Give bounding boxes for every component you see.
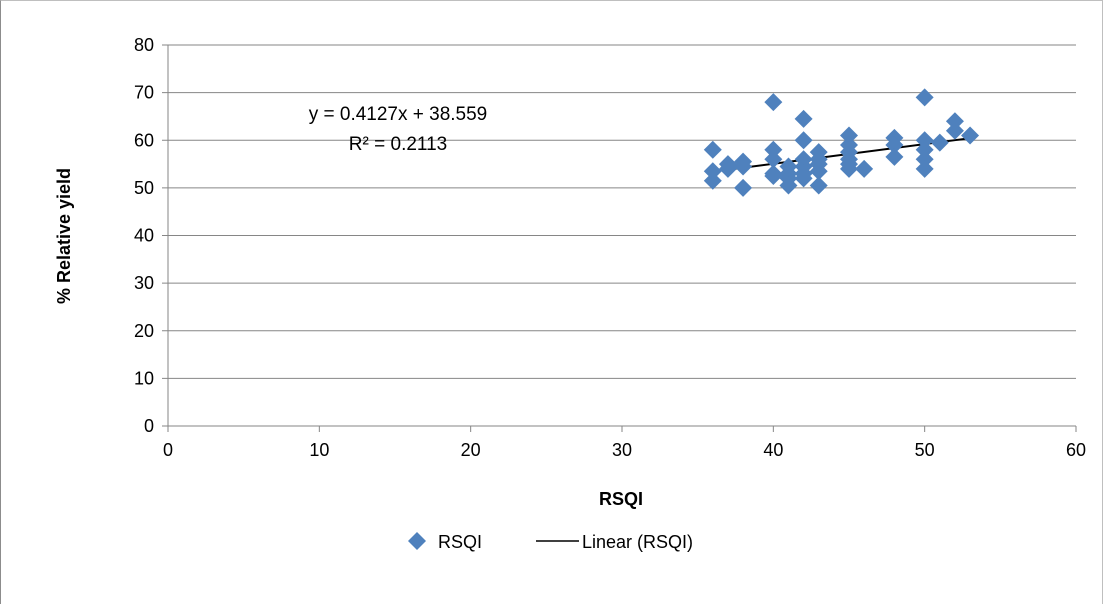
legend-label-rsqi: RSQI <box>438 532 482 552</box>
x-axis-title: RSQI <box>599 489 643 509</box>
data-point <box>764 150 783 169</box>
legend: RSQI Linear (RSQI) <box>408 532 693 552</box>
trendline-equation: y = 0.4127x + 38.559 <box>309 104 488 125</box>
x-tick-label: 30 <box>612 440 632 460</box>
axes: 0 10 20 30 40 50 60 70 80 0 10 20 30 40 50 60 <box>134 35 1086 460</box>
data-point <box>885 136 904 155</box>
data-point <box>809 176 828 195</box>
data-point <box>961 126 980 145</box>
data-point <box>703 140 722 159</box>
data-point <box>840 126 858 145</box>
data-point <box>794 169 813 188</box>
x-tick-label: 20 <box>461 440 481 460</box>
data-point <box>718 159 737 178</box>
data-point <box>945 121 964 140</box>
data-point <box>764 166 783 185</box>
data-point <box>945 112 964 131</box>
y-tick-label: 70 <box>134 83 154 103</box>
y-tick-label: 10 <box>134 368 154 388</box>
x-tick-label: 0 <box>163 440 173 460</box>
y-tick-label: 60 <box>134 130 154 150</box>
data-point <box>915 131 934 150</box>
x-tick-label: 50 <box>915 440 935 460</box>
data-point <box>930 133 949 152</box>
data-point <box>915 150 934 169</box>
data-point <box>764 93 783 112</box>
legend-label-linear-rsqi: Linear (RSQI) <box>582 532 693 552</box>
data-points <box>703 88 980 197</box>
x-tick-label: 60 <box>1066 440 1086 460</box>
y-tick-label: 40 <box>134 226 154 246</box>
x-tick-label: 40 <box>763 440 783 460</box>
trendline-r-squared: R² = 0.2113 <box>349 134 447 155</box>
data-point <box>885 147 904 166</box>
y-tick-label: 50 <box>134 178 154 198</box>
data-point <box>703 162 722 181</box>
data-point <box>915 159 934 178</box>
data-point <box>809 162 828 181</box>
data-point <box>915 88 934 107</box>
data-point <box>915 140 934 159</box>
y-tick-label: 30 <box>134 273 154 293</box>
data-point <box>764 140 783 159</box>
gridlines <box>168 44 1076 379</box>
data-point <box>734 178 753 197</box>
y-axis-title: % Relative yield <box>54 168 74 304</box>
x-tick-label: 10 <box>309 440 329 460</box>
data-point <box>779 176 798 195</box>
data-point <box>794 109 813 128</box>
data-point <box>734 157 753 176</box>
data-point <box>703 171 722 190</box>
data-point <box>855 159 874 178</box>
data-point <box>840 159 858 178</box>
legend-marker-diamond <box>408 532 426 550</box>
y-tick-label: 0 <box>144 416 154 436</box>
data-point <box>794 131 813 150</box>
y-tick-label: 20 <box>134 321 154 341</box>
y-tick-label: 80 <box>134 35 154 55</box>
